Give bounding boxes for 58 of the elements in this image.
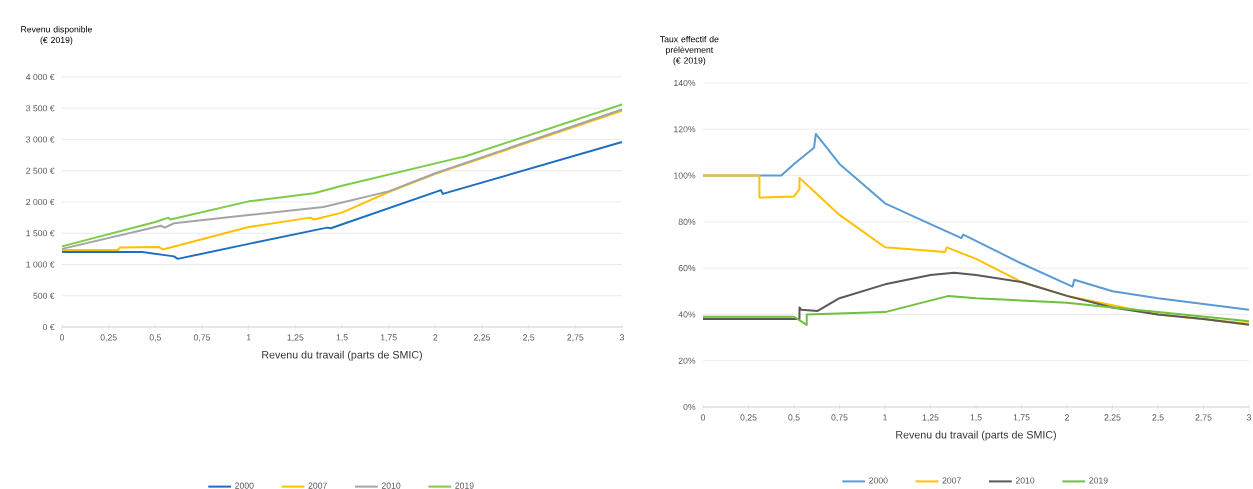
legend-label: 2007 bbox=[942, 477, 961, 484]
y-tick-label: 100% bbox=[674, 172, 696, 179]
line-series bbox=[702, 294, 1250, 326]
x-tick-label: 1,75 bbox=[380, 334, 397, 342]
y-tick-label: 500 € bbox=[33, 292, 55, 299]
x-tick-label: 0,5 bbox=[788, 414, 800, 422]
x-tick-label: 1,5 bbox=[336, 334, 348, 342]
x-tick-label: 0,25 bbox=[740, 414, 757, 422]
line-series bbox=[702, 271, 1250, 326]
x-tick-label: 1,75 bbox=[1013, 414, 1030, 422]
legend-label: 2010 bbox=[381, 482, 401, 489]
x-tick-label: 1,25 bbox=[922, 414, 939, 422]
y-tick-label: 2 000 € bbox=[26, 198, 55, 206]
x-tick-label: 2,25 bbox=[1104, 414, 1121, 422]
x-tick-label: 0,75 bbox=[831, 414, 848, 422]
y-tick-label: 120% bbox=[674, 126, 696, 133]
y-tick-label: 140% bbox=[674, 79, 696, 87]
x-tick-label: 0 bbox=[700, 414, 706, 421]
x-tick-label: 1,25 bbox=[287, 334, 304, 342]
y-axis-title: Revenu disponible (€ 2019) bbox=[21, 26, 92, 45]
x-tick-label: 2,75 bbox=[567, 334, 584, 342]
x-tick-label: 0,25 bbox=[100, 334, 117, 342]
y-tick-label: 20% bbox=[678, 357, 696, 364]
x-tick-label: 1 bbox=[883, 414, 887, 421]
x-tick-label: 3 bbox=[619, 334, 625, 341]
y-axis-title: Taux effectif de prélèvement (€ 2019) bbox=[660, 35, 719, 66]
x-tick-label: 1,5 bbox=[970, 414, 982, 422]
x-tick-label: 0,75 bbox=[193, 334, 211, 342]
x-tick-label: 2 bbox=[1065, 414, 1069, 421]
x-tick-label: 2,75 bbox=[1195, 414, 1212, 422]
y-tick-label: 3 500 € bbox=[26, 105, 55, 112]
x-tick-label: 0 bbox=[59, 334, 65, 341]
y-tick-label: 80% bbox=[678, 218, 696, 225]
x-tick-label: 0,5 bbox=[149, 334, 162, 342]
y-tick-label: 40% bbox=[678, 311, 696, 318]
y-tick-label: 0% bbox=[683, 403, 696, 411]
y-tick-label: 2 500 € bbox=[26, 167, 55, 174]
x-tick-label: 1 bbox=[246, 334, 251, 341]
x-tick-label: 2,25 bbox=[474, 334, 491, 342]
y-tick-label: 1 500 € bbox=[26, 230, 55, 237]
y-tick-label: 0 € bbox=[42, 323, 55, 331]
legend-label: 2000 bbox=[869, 477, 888, 484]
line-series bbox=[61, 140, 624, 260]
legend-label: 2007 bbox=[308, 482, 327, 489]
y-tick-label: 3 000 € bbox=[26, 136, 55, 143]
legend-label: 2019 bbox=[455, 482, 474, 489]
y-tick-label: 60% bbox=[678, 265, 696, 272]
x-tick-label: 2 bbox=[433, 334, 438, 341]
x-tick-label: 3 bbox=[1246, 414, 1252, 421]
x-tick-label: 2,5 bbox=[523, 334, 535, 342]
x-axis-title: Revenu du travail (parts de SMIC) bbox=[896, 430, 1056, 441]
legend-label: 2000 bbox=[235, 482, 254, 489]
y-tick-label: 4 000 € bbox=[25, 73, 55, 81]
x-axis-title: Revenu du travail (parts de SMIC) bbox=[262, 350, 422, 361]
x-tick-label: 2,5 bbox=[1152, 414, 1164, 422]
legend-label: 2010 bbox=[1015, 477, 1035, 484]
legend-label: 2019 bbox=[1089, 477, 1108, 484]
y-tick-label: 1 000 € bbox=[26, 261, 55, 268]
